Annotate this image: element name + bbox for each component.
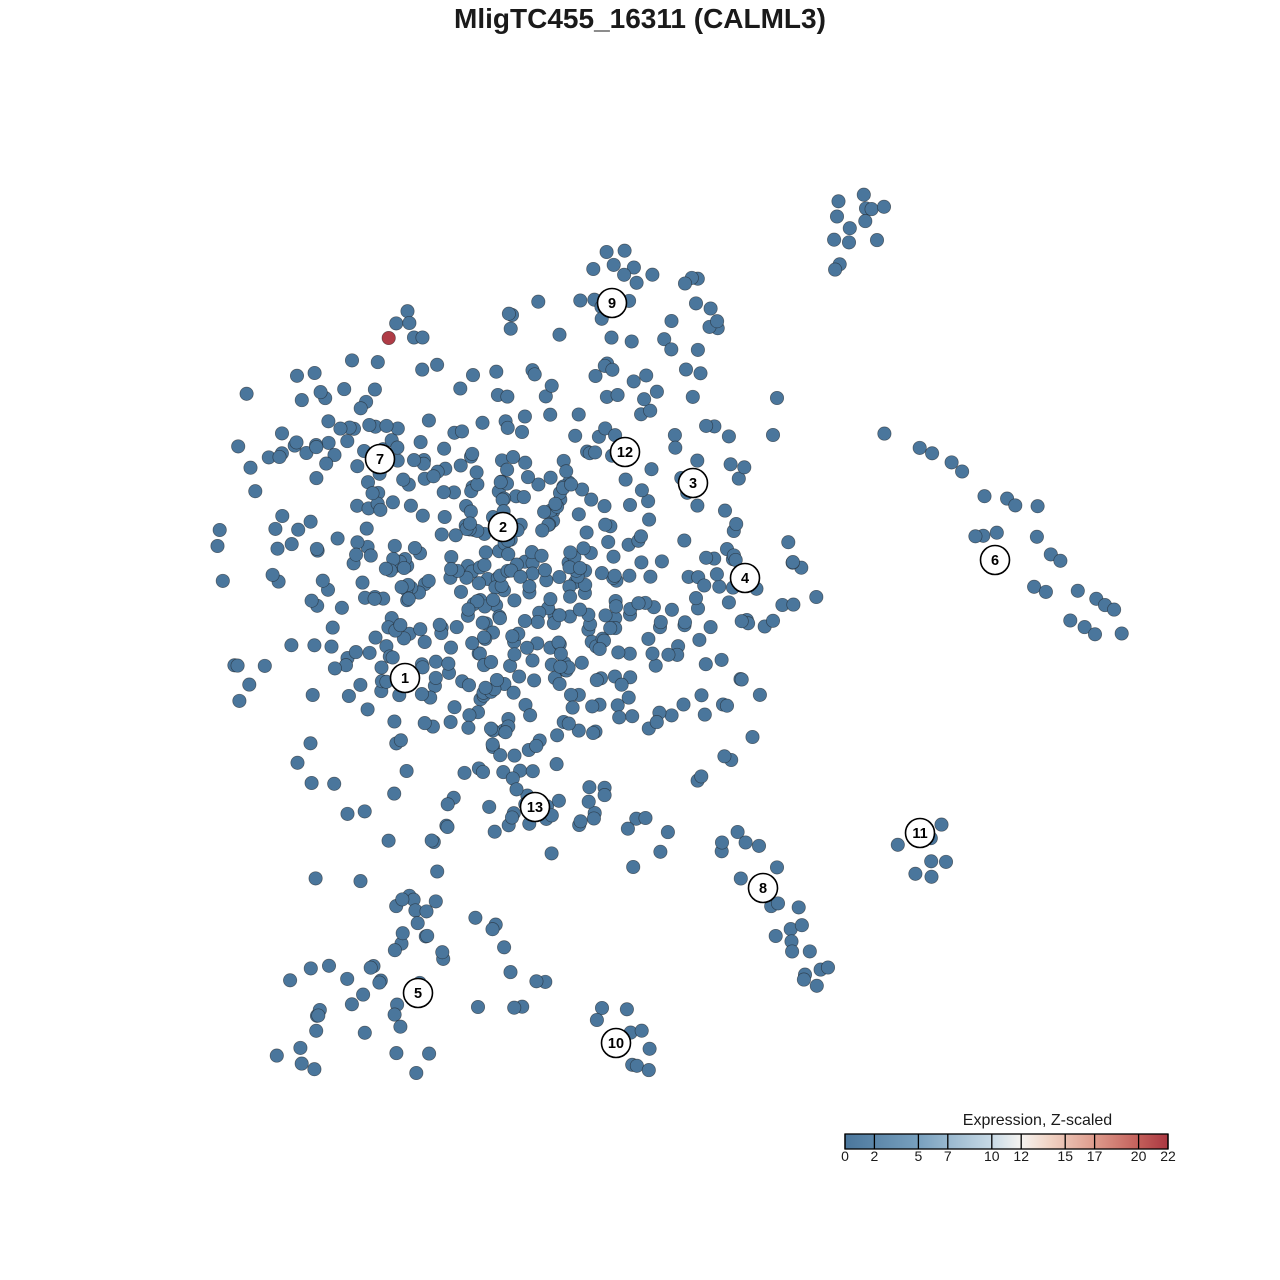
svg-text:12: 12 (1013, 1148, 1029, 1164)
svg-text:11: 11 (912, 826, 927, 842)
svg-text:2: 2 (499, 520, 507, 536)
svg-text:13: 13 (527, 800, 543, 816)
svg-text:4: 4 (741, 571, 749, 587)
svg-text:0: 0 (841, 1148, 849, 1164)
svg-text:10: 10 (608, 1036, 624, 1052)
svg-text:5: 5 (915, 1148, 923, 1164)
svg-text:8: 8 (759, 881, 767, 897)
svg-text:7: 7 (376, 452, 384, 468)
svg-text:1: 1 (401, 671, 409, 687)
svg-text:15: 15 (1057, 1148, 1073, 1164)
svg-text:5: 5 (414, 986, 422, 1002)
svg-text:17: 17 (1087, 1148, 1103, 1164)
svg-text:7: 7 (944, 1148, 952, 1164)
svg-text:2: 2 (871, 1148, 879, 1164)
svg-text:9: 9 (608, 296, 616, 312)
svg-text:3: 3 (689, 476, 697, 492)
svg-text:6: 6 (991, 553, 999, 569)
svg-text:Expression, Z-scaled: Expression, Z-scaled (963, 1112, 1112, 1129)
svg-text:22: 22 (1160, 1148, 1176, 1164)
svg-text:10: 10 (984, 1148, 1000, 1164)
svg-text:12: 12 (617, 445, 633, 461)
svg-text:20: 20 (1131, 1148, 1147, 1164)
